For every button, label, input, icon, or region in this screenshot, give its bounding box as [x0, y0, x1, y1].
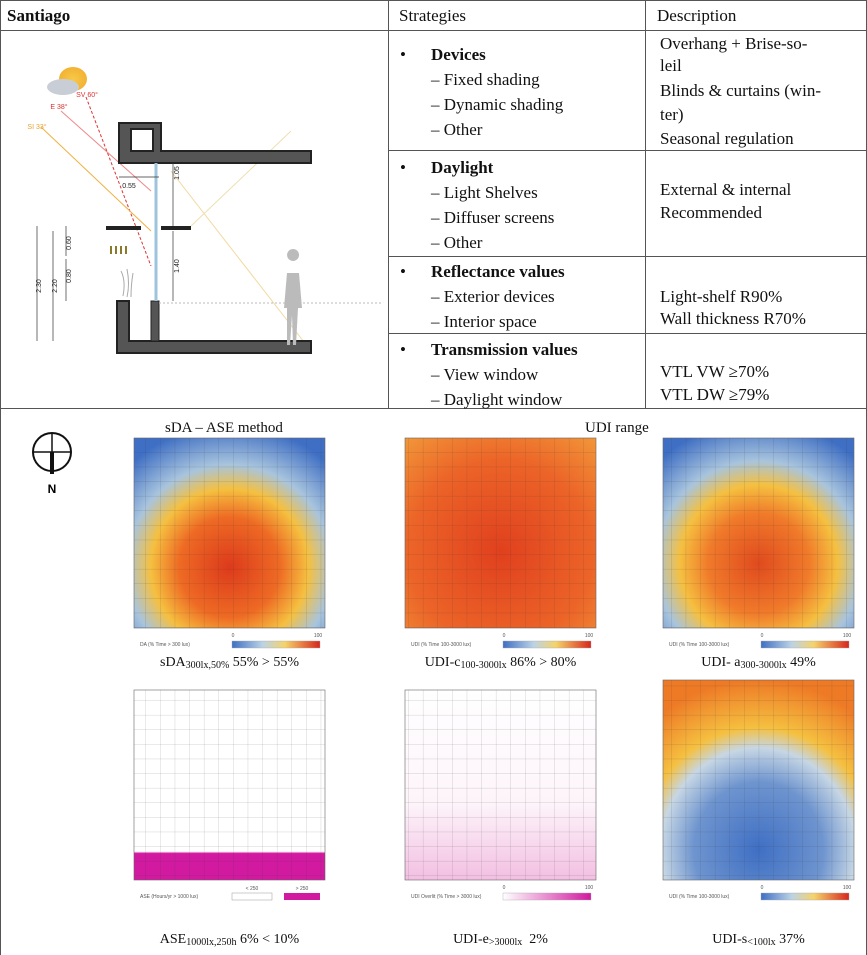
strategy-item: – Interior space [431, 312, 537, 332]
legend-label: 0 [232, 633, 235, 639]
strategy-title: Reflectance values [431, 262, 565, 282]
caption-part: 55% > 55% [229, 655, 299, 670]
figure-page: Santiago Strategies Description [0, 0, 867, 955]
caption-part: >3000lx [489, 937, 522, 948]
bullet: • [400, 340, 406, 360]
caption-part: sDA [160, 655, 186, 670]
map-caption: UDI- a300-3000lx 49% [701, 655, 816, 671]
legend-label: 100 [843, 885, 852, 891]
caption-part: 300lx,50% [186, 660, 230, 671]
description-line: VTL VW ≥70% [660, 362, 769, 382]
legend-title: UDI Overlit (% Time > 3000 lux) [411, 894, 482, 900]
description-line: Blinds & curtains (win- [660, 81, 821, 101]
strategy-item: – View window [431, 365, 538, 385]
legend-label: 0 [503, 885, 506, 891]
strategy-title: Daylight [431, 158, 493, 178]
legend-label: 0 [503, 633, 506, 639]
map-caption: ASE1000lx,250h 6% < 10% [160, 932, 299, 948]
strategy-title: Transmission values [431, 340, 578, 360]
map-caption: sDA300lx,50% 55% > 55% [160, 655, 299, 671]
legend-title: UDI (% Time 100-3000 lux) [669, 894, 730, 900]
legend-label: < 250 [246, 886, 259, 892]
legend-label: 100 [314, 633, 323, 639]
heatmap-grid [134, 690, 325, 880]
heatmap-grid [134, 438, 325, 628]
legend-bar [232, 641, 320, 648]
caption-part: 37% [776, 932, 805, 947]
description-line: VTL DW ≥79% [660, 385, 769, 405]
map-caption: UDI-c100-3000lx 86% > 80% [425, 655, 577, 671]
map-caption: UDI-s<100lx 37% [712, 932, 805, 948]
description-line: Recommended [660, 203, 762, 223]
description-line: External & internal [660, 180, 791, 200]
legend-label: 100 [843, 633, 852, 639]
caption-part: 86% > 80% [507, 655, 577, 670]
legend-title: DA (% Time > 300 lux) [140, 642, 190, 648]
bullet: • [400, 45, 406, 65]
strategy-item: – Daylight window [431, 390, 562, 410]
strategy-item: – Diffuser screens [431, 208, 554, 228]
legend-title: UDI (% Time 100-3000 lux) [411, 642, 472, 648]
description-line: ter) [660, 105, 684, 125]
caption-part: UDI-s [712, 932, 747, 947]
legend-swatch [284, 893, 320, 900]
legend-label: 0 [761, 633, 764, 639]
caption-part: 49% [787, 655, 816, 670]
map-caption: UDI-e>3000lx 2% [453, 932, 548, 948]
heatmap-grid [405, 438, 596, 628]
legend-bar [503, 893, 591, 900]
strategy-item: – Dynamic shading [431, 95, 563, 115]
strategy-item: – Fixed shading [431, 70, 540, 90]
strategy-item: – Other [431, 233, 482, 253]
caption-part: 2% [522, 932, 548, 947]
bullet: • [400, 262, 406, 282]
caption-part: UDI-e [453, 932, 489, 947]
description-line: Light-shelf R90% [660, 287, 782, 307]
legend-bar [761, 893, 849, 900]
legend-bar [761, 641, 849, 648]
description-line: Overhang + Brise-so- [660, 34, 807, 54]
legend-title: UDI (% Time 100-3000 lux) [669, 642, 730, 648]
description-line: Wall thickness R70% [660, 309, 806, 329]
caption-part: 1000lx,250h [186, 937, 236, 948]
bullet: • [400, 158, 406, 178]
legend-title: ASE (Hours/yr > 1000 lux) [140, 894, 199, 900]
caption-part: UDI-c [425, 655, 461, 670]
legend-label: 100 [585, 633, 594, 639]
strategy-item: – Light Shelves [431, 183, 538, 203]
legend-label: 0 [761, 885, 764, 891]
heatmap-grid [663, 438, 854, 628]
caption-part: 300-3000lx [740, 660, 786, 671]
legend-label: > 250 [296, 886, 309, 892]
caption-part: UDI- a [701, 655, 740, 670]
heatmap-grid [663, 680, 854, 880]
strategy-title: Devices [431, 45, 486, 65]
legend-label: 100 [585, 885, 594, 891]
strategy-item: – Exterior devices [431, 287, 555, 307]
description-line: leil [660, 56, 682, 76]
caption-part: ASE [160, 932, 186, 947]
caption-part: <100lx [747, 937, 775, 948]
legend-swatch [232, 893, 272, 900]
description-line: Seasonal regulation [660, 129, 794, 149]
caption-part: 100-3000lx [460, 660, 506, 671]
legend-bar [503, 641, 591, 648]
caption-part: 6% < 10% [237, 932, 300, 947]
strategy-item: – Other [431, 120, 482, 140]
heatmap-grid [405, 690, 596, 880]
